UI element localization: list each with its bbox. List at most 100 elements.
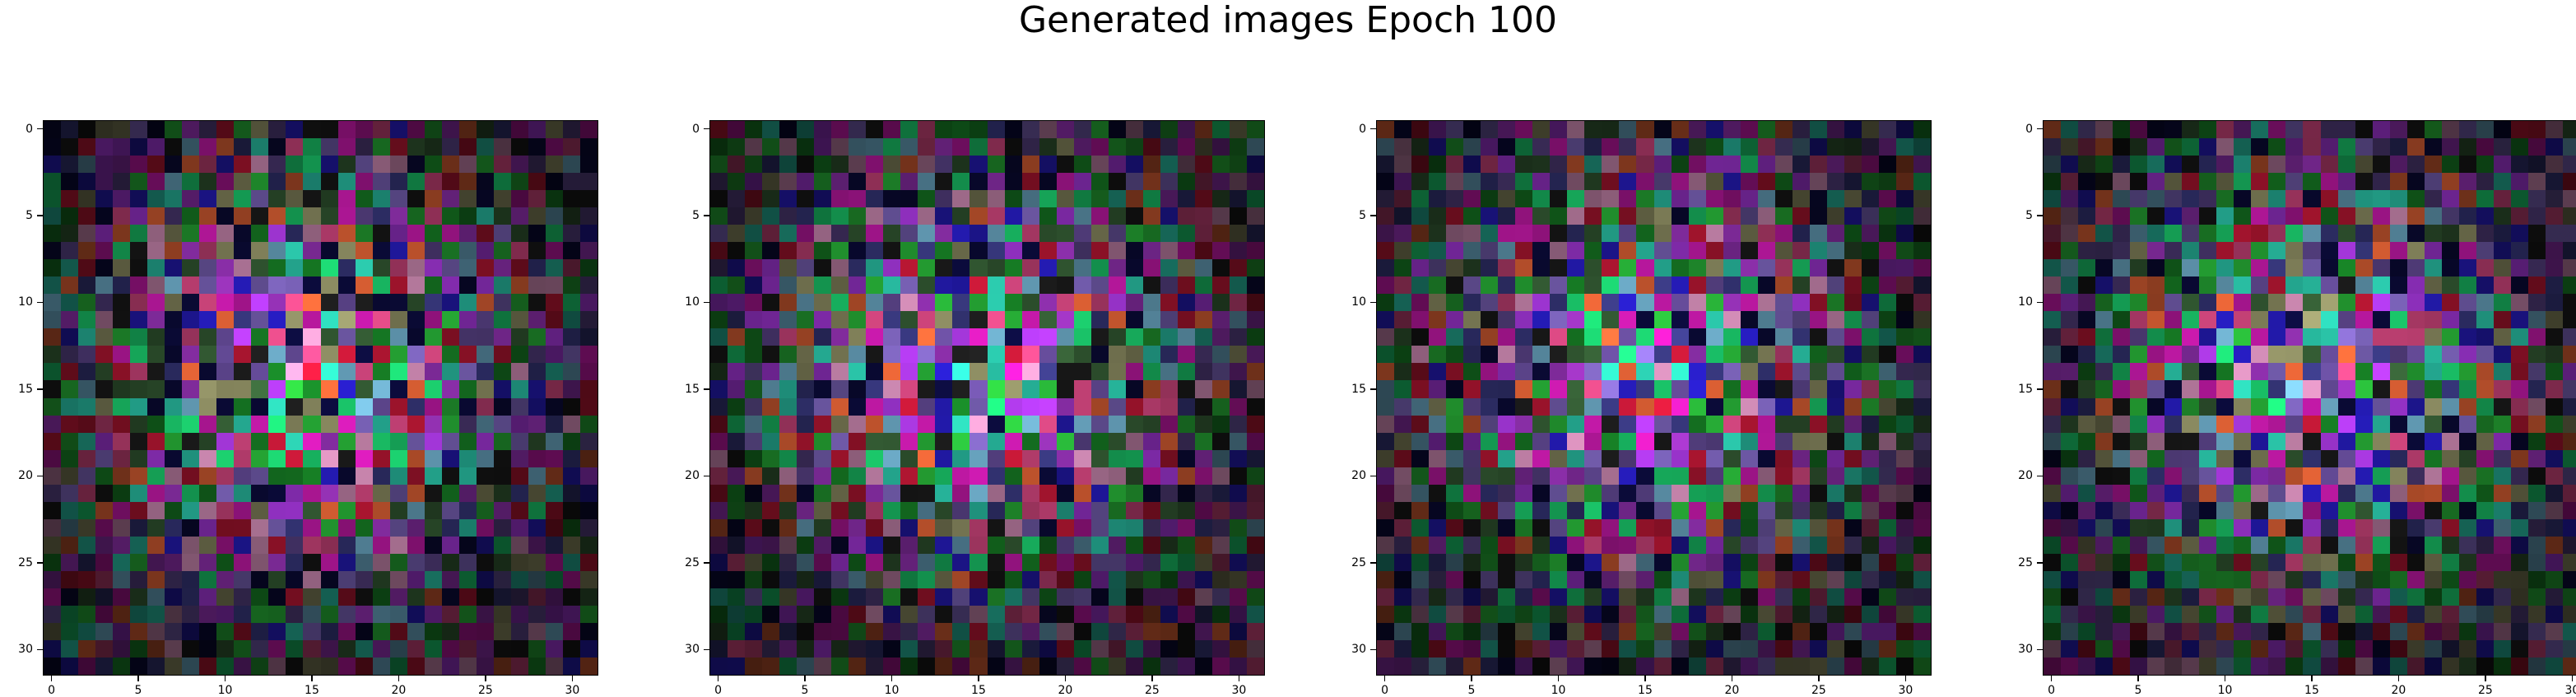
pixel-cell [303,242,321,260]
pixel-cell [1481,605,1499,623]
pixel-cell [2285,432,2304,450]
pixel-cell [61,570,79,588]
pixel-cell [1160,380,1178,398]
pixel-cell [2424,518,2442,537]
pixel-cell [1394,190,1412,208]
pixel-cell [286,190,304,208]
pixel-cell [1229,259,1247,277]
pixel-cell [1705,570,1723,588]
pixel-cell [113,138,131,156]
pixel-cell [286,138,304,156]
pixel-cell [528,484,546,502]
pixel-cell [1757,622,1775,640]
pixel-cell [1653,639,1672,658]
pixel-cell [1723,484,1741,502]
pixel-cell [1004,380,1022,398]
pixel-cell [130,363,148,381]
pixel-cell [1774,294,1793,312]
pixel-grid [2044,121,2576,675]
pixel-cell [883,259,901,277]
pixel-cell [1532,156,1551,174]
pixel-cell [2147,311,2165,329]
pixel-cell [1740,328,1758,346]
pixel-cell [389,484,407,502]
pixel-cell [1723,190,1741,208]
pixel-cell [1584,484,1602,502]
pixel-cell [95,207,114,225]
pixel-cell [1498,518,1516,537]
pixel-cell [95,588,114,606]
pixel-cell [1550,242,1568,260]
pixel-cell [762,276,780,295]
pixel-cell [849,328,867,346]
y-tick [704,475,709,477]
pixel-cell [866,363,884,381]
pixel-cell [2044,294,2062,312]
pixel-cell [147,570,165,588]
pixel-cell [2493,311,2511,329]
pixel-cell [78,346,96,364]
pixel-cell [1446,276,1464,295]
pixel-cell [2355,553,2373,571]
pixel-cell [147,156,165,174]
pixel-cell [2476,588,2494,606]
pixel-cell [2251,501,2269,519]
pixel-cell [493,380,511,398]
pixel-cell [95,449,114,467]
pixel-cell [1705,207,1723,225]
pixel-cell [545,518,563,537]
pixel-cell [2234,622,2252,640]
pixel-cell [2130,259,2148,277]
pixel-cell [320,311,338,329]
pixel-cell [2251,639,2269,658]
pixel-cell [1177,276,1195,295]
pixel-cell [1826,553,1844,571]
pixel-cell [2476,622,2494,640]
pixel-cell [1757,588,1775,606]
pixel-cell [1705,138,1723,156]
pixel-cell [407,553,425,571]
pixel-cell [1550,363,1568,381]
pixel-cell [1723,173,1741,191]
pixel-cell [303,622,321,640]
pixel-cell [1895,570,1913,588]
pixel-cell [2372,570,2390,588]
pixel-cell [216,138,235,156]
pixel-cell [147,207,165,225]
pixel-cell [1913,138,1931,156]
pixel-cell [969,259,988,277]
pixel-cell [1619,190,1637,208]
pixel-cell [458,190,477,208]
y-tick-label: 20 [685,469,700,483]
pixel-cell [987,363,1005,381]
pixel-cell [900,190,918,208]
pixel-cell [1515,156,1533,174]
pixel-cell [2337,639,2355,658]
pixel-cell [969,518,988,537]
pixel-cell [2078,138,2096,156]
pixel-cell [952,242,970,260]
pixel-cell [1895,225,1913,243]
pixel-cell [1394,415,1412,433]
pixel-cell [1160,363,1178,381]
pixel-cell [2337,328,2355,346]
pixel-cell [2510,536,2528,554]
pixel-cell [165,156,183,174]
pixel-cell [1039,156,1057,174]
pixel-cell [2285,639,2304,658]
pixel-cell [1809,363,1827,381]
pixel-cell [2216,467,2234,485]
pixel-cell [2458,346,2476,364]
pixel-cell [2320,415,2338,433]
pixel-cell [165,415,183,433]
pixel-cell [1532,190,1551,208]
pixel-cell [1913,415,1931,433]
pixel-cell [2113,242,2131,260]
pixel-cell [969,311,988,329]
pixel-cell [2562,207,2576,225]
pixel-cell [1619,639,1637,658]
pixel-cell [1792,138,1810,156]
pixel-cell [147,190,165,208]
pixel-cell [1705,588,1723,606]
pixel-cell [458,276,477,295]
